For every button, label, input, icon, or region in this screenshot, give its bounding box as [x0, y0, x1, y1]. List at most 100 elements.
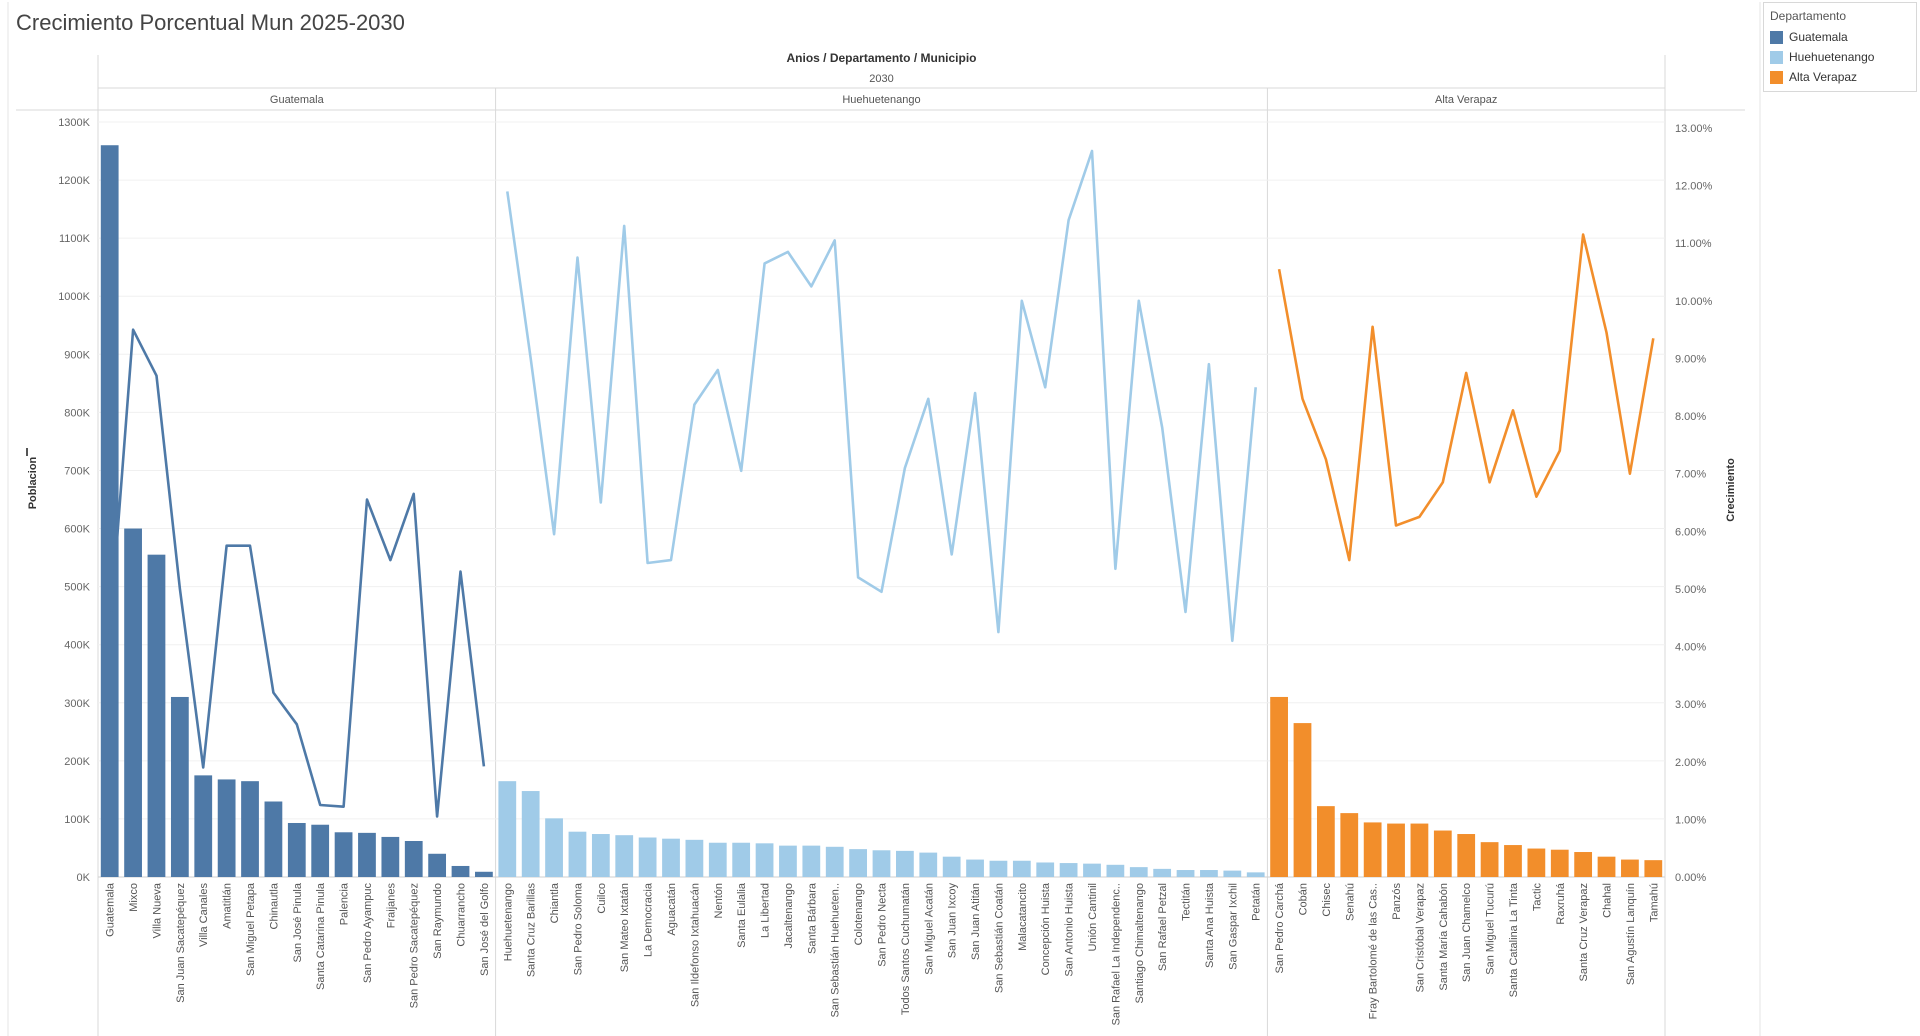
x-tick-label: Villa Canales [198, 883, 210, 948]
x-tick-label: San José del Golfo [479, 883, 491, 976]
y-left-axis-title: Poblacion [27, 456, 39, 509]
bar-concepcion-huista [1036, 862, 1055, 877]
x-tick-label: Chahal [1602, 883, 1614, 918]
bar-santa-ana-huista [1200, 870, 1218, 877]
x-tick-label: Chiantla [549, 882, 561, 923]
y-left-tick-label: 1000K [58, 291, 90, 303]
bar-amatitlan [217, 779, 236, 877]
x-tick-label: Mixco [128, 883, 140, 912]
x-tick-label: San Rafael Petzal [1157, 883, 1169, 971]
x-tick-label: San Rafael La Independenc.. [1110, 883, 1122, 1026]
bar-santa-cruz-barillas [521, 791, 540, 877]
bar-chahal [1597, 856, 1616, 877]
legend-item-alta-verapaz[interactable]: Alta Verapaz [1764, 67, 1916, 87]
x-tick-label: San Miguel Acatán [923, 883, 935, 975]
y-left-tick-label: 800K [64, 407, 90, 419]
bar-coban [1293, 723, 1312, 877]
bar-fray-bartolome-de-las-cas [1363, 822, 1382, 877]
bar-aguacatan [662, 838, 680, 877]
x-tick-label: Santa Bárbara [806, 882, 818, 954]
x-tick-label: Santiago Chimaltenango [1134, 883, 1146, 1003]
bar-san-pedro-necta [872, 850, 891, 877]
x-tick-label: Malacatancito [1017, 883, 1029, 951]
bar-todos-santos-cuchumatan [896, 850, 914, 877]
y-right-axis-title: Crecimiento [1725, 458, 1737, 522]
x-tick-label: Guatemala [105, 882, 117, 937]
bar-cuilco [591, 834, 610, 877]
legend-label-guatemala: Guatemala [1789, 30, 1848, 44]
x-tick-label: San Mateo Ixtatán [619, 883, 631, 972]
bar-union-cantinil [1083, 863, 1101, 877]
x-tick-label: Todos Santos Cuchumatán [900, 883, 912, 1015]
x-tick-label: La Democracia [643, 882, 655, 957]
y-right-tick-label: 7.00% [1675, 469, 1706, 481]
x-tick-label: Concepción Huista [1040, 882, 1052, 975]
bar-san-juan-chamelco [1457, 834, 1476, 877]
bar-colotenango [849, 849, 867, 877]
y-left-tick-label: 400K [64, 640, 90, 652]
x-tick-label: Villa Nueva [151, 882, 163, 938]
bar-guatemala [100, 145, 119, 877]
y-right-tick-label: 9.00% [1675, 353, 1706, 365]
chart-title: Crecimiento Porcentual Mun 2025-2030 [16, 10, 405, 35]
y-right-tick-label: 6.00% [1675, 526, 1706, 538]
bar-santa-maria-cahabon [1433, 830, 1452, 877]
legend-swatch-huehuetenango [1770, 50, 1783, 64]
x-tick-label: San Sebastián Coatán [993, 883, 1005, 993]
x-tick-label: San Antonio Huista [1064, 882, 1076, 976]
bar-san-pedro-carcha [1270, 696, 1288, 877]
bar-palencia [334, 832, 353, 877]
x-tick-label: Palencia [339, 882, 351, 925]
x-tick-label: Santa Cruz Barillas [526, 883, 538, 978]
x-tick-label: Tectitán [1181, 883, 1193, 921]
y-right-tick-label: 12.00% [1675, 181, 1713, 193]
x-tick-label: San Pedro Soloma [572, 882, 584, 975]
x-tick-label: San Miguel Tucurú [1485, 883, 1497, 975]
y-left-tick-label: 500K [64, 582, 90, 594]
x-tick-label: Santa Ana Huista [1204, 882, 1216, 968]
bar-santa-catalina-la-tinta [1504, 845, 1522, 877]
y-right-tick-label: 5.00% [1675, 584, 1706, 596]
y-left-tick-label: 600K [64, 524, 90, 536]
bar-petatan [1246, 872, 1265, 877]
x-tick-label: San Pedro Ayampuc [362, 883, 374, 984]
y-left-tick-label: 1300K [58, 117, 90, 129]
panel-header-guatemala: Guatemala [270, 94, 325, 106]
bar-villa-canales [194, 775, 213, 877]
x-tick-label: San Juan Atitán [970, 883, 982, 960]
x-tick-label: Raxruhá [1555, 882, 1567, 924]
panel-header-huehuetenango: Huehuetenango [842, 94, 920, 106]
bar-chisec [1316, 806, 1335, 877]
panel-header-alta-verapaz: Alta Verapaz [1435, 94, 1497, 106]
bar-san-jose-pinula [287, 822, 306, 877]
x-tick-label: Santa Catalina La Tinta [1508, 882, 1520, 997]
bar-panzos [1387, 823, 1405, 877]
y-right-tick-label: 8.00% [1675, 411, 1706, 423]
legend-item-huehuetenango[interactable]: Huehuetenango [1764, 47, 1916, 67]
legend-label-alta-verapaz: Alta Verapaz [1789, 70, 1858, 84]
y-left-tick-label: 0K [77, 872, 91, 884]
y-right-tick-label: 1.00% [1675, 814, 1706, 826]
bar-san-mateo-ixtatan [615, 835, 634, 877]
x-tick-label: Santa Cruz Verapaz [1578, 883, 1590, 981]
bar-san-juan-atitan [966, 859, 984, 877]
bar-chuarrancho [451, 865, 470, 877]
bar-la-libertad [755, 843, 774, 877]
header-title: Anios / Departamento / Municipio [786, 51, 976, 65]
x-tick-label: San Cristóbal Verapaz [1414, 883, 1426, 992]
bar-san-miguel-petapa [241, 781, 259, 877]
x-tick-label: San Miguel Petapa [245, 882, 257, 976]
bar-chinautla [264, 801, 283, 877]
y-left-tick-label: 700K [64, 465, 90, 477]
legend-swatch-alta-verapaz [1770, 70, 1783, 84]
x-tick-label: San Juan Sacatepéquez [175, 883, 187, 1003]
bar-san-juan-ixcoy [942, 856, 961, 877]
x-tick-label: Chinautla [268, 882, 280, 929]
x-tick-label: Tamahú [1648, 883, 1660, 922]
bar-san-gaspar-ixchil [1223, 870, 1242, 877]
legend-item-guatemala[interactable]: Guatemala [1764, 27, 1916, 47]
legend-label-huehuetenango: Huehuetenango [1789, 50, 1875, 64]
bar-chiantla [545, 818, 563, 877]
bar-la-democracia [638, 837, 657, 877]
